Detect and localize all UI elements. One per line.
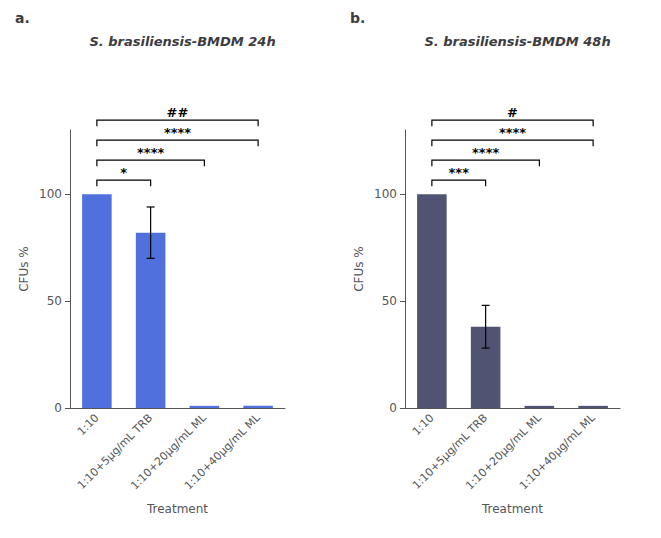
svg-text:a.: a. [15,10,30,26]
svg-text:0: 0 [389,401,397,415]
svg-text:S. brasiliensis-BMDM 48h: S. brasiliensis-BMDM 48h [424,34,610,49]
svg-text:b.: b. [350,10,365,26]
svg-text:1:10+40μg/mL ML: 1:10+40μg/mL ML [517,411,599,493]
svg-text:1:10+5μg/mL TRB: 1:10+5μg/mL TRB [409,411,491,492]
svg-text:0: 0 [54,401,62,415]
svg-text:S. brasiliensis-BMDM 24h: S. brasiliensis-BMDM 24h [89,34,275,49]
svg-text:1:10+20μg/mL ML: 1:10+20μg/mL ML [128,411,209,493]
svg-text:100: 100 [39,187,62,201]
svg-text:1:10+20μg/mL ML: 1:10+20μg/mL ML [463,411,544,493]
svg-text:1:10: 1:10 [410,411,437,438]
svg-text:CFUs %: CFUs % [17,246,31,292]
svg-text:CFUs %: CFUs % [352,246,366,292]
svg-text:Treatment: Treatment [481,502,543,516]
svg-text:#: # [507,105,518,120]
svg-text:1:10+5μg/mL TRB: 1:10+5μg/mL TRB [74,411,156,492]
svg-text:****: **** [164,125,191,140]
svg-text:1:10: 1:10 [75,411,102,438]
svg-text:****: **** [499,125,526,140]
svg-text:50: 50 [382,294,397,308]
svg-text:***: *** [449,165,470,180]
svg-text:Treatment: Treatment [146,502,208,516]
svg-text:*: * [120,165,127,180]
svg-text:50: 50 [47,294,62,308]
svg-text:100: 100 [374,187,397,201]
svg-text:****: **** [137,145,164,160]
svg-text:****: **** [472,145,499,160]
svg-text:##: ## [167,105,189,120]
svg-text:1:10+40μg/mL ML: 1:10+40μg/mL ML [182,411,264,493]
